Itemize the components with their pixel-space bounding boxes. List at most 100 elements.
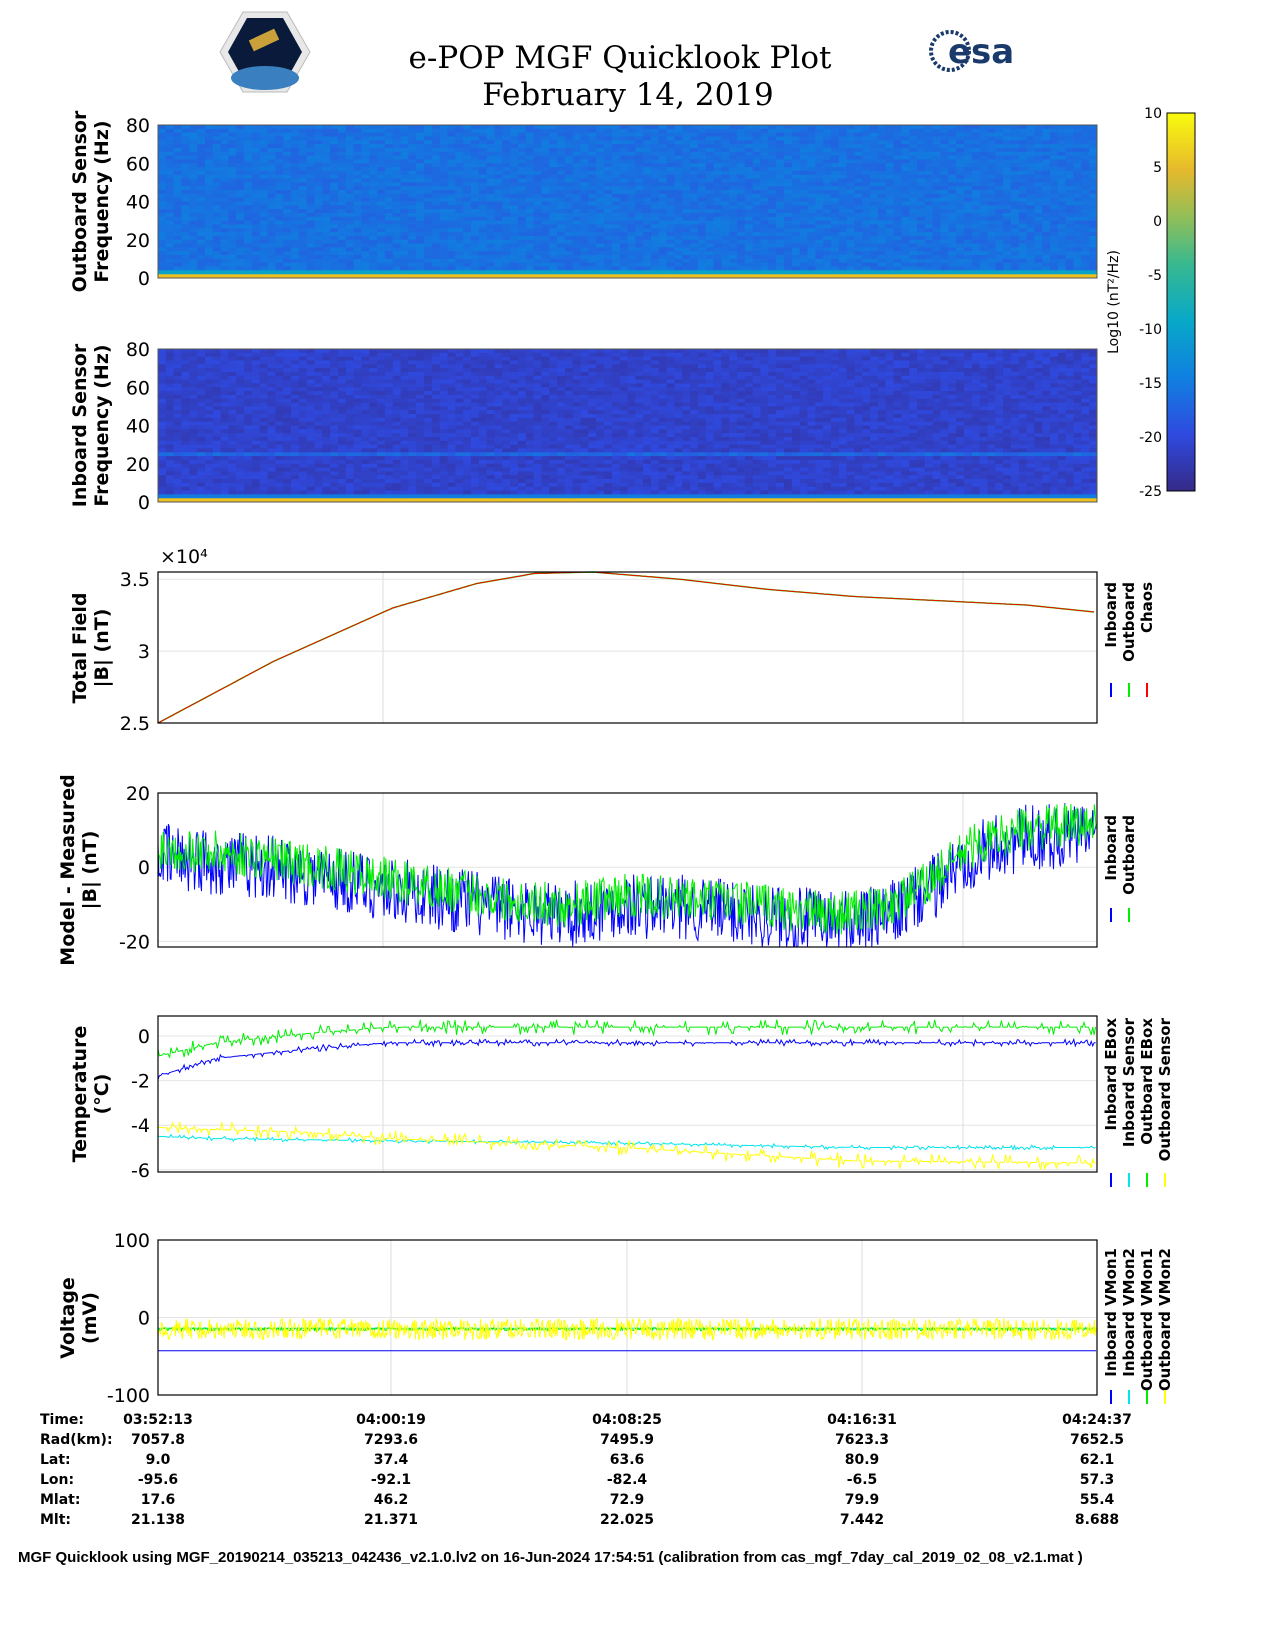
- spectrogram-cell: [854, 144, 863, 149]
- spectrogram-cell: [322, 209, 331, 214]
- spectrogram-cell: [322, 159, 331, 164]
- spectrogram-cell: [940, 132, 949, 137]
- spectrogram-cell: [846, 243, 855, 248]
- spectrogram-cell: [643, 266, 652, 271]
- spectrogram-cell: [885, 255, 895, 260]
- spectrogram-cell: [611, 151, 621, 157]
- spectrogram-cell: [486, 235, 495, 241]
- spectrogram-cell: [580, 197, 589, 202]
- spectrogram-cell: [197, 167, 206, 172]
- spectrogram-cell: [1089, 258, 1098, 264]
- spectrogram-cell: [322, 201, 331, 206]
- spectrogram-cell: [791, 155, 801, 160]
- spectrogram-cell: [158, 255, 167, 260]
- spectrogram-cell: [330, 255, 339, 260]
- spectrogram-cell: [1034, 182, 1043, 187]
- spectrogram-cell: [1065, 243, 1075, 248]
- spectrogram-cell: [463, 247, 472, 252]
- spectrogram-cell: [580, 186, 589, 191]
- spectrogram-cell: [541, 178, 550, 183]
- spectrogram-cell: [322, 144, 331, 149]
- spectrogram-cell: [674, 186, 683, 191]
- spectrogram-cell: [1089, 224, 1098, 229]
- spectrogram-cell: [173, 371, 182, 377]
- spectrogram-cell: [909, 251, 918, 256]
- spectrogram-cell: [204, 270, 214, 275]
- spectrogram-cell: [956, 224, 965, 229]
- spectrogram-cell: [298, 144, 308, 149]
- spectrogram-cell: [283, 170, 292, 176]
- spectrogram-cell: [236, 147, 245, 153]
- spectrogram-cell: [901, 201, 910, 206]
- spectrogram-cell: [572, 243, 582, 248]
- spectrogram-cell: [791, 212, 801, 218]
- spectrogram-cell: [650, 190, 660, 195]
- spectrogram-cell: [181, 212, 190, 218]
- spectrogram-cell: [627, 270, 636, 275]
- spectrogram-cell: [369, 178, 378, 183]
- spectrogram-cell: [877, 247, 887, 252]
- spectrogram-cell: [1018, 144, 1028, 149]
- spectrogram-cell: [259, 155, 269, 160]
- spectrogram-cell: [956, 132, 965, 137]
- spectrogram-cell: [956, 144, 965, 149]
- spectrogram-cell: [963, 224, 973, 229]
- spectrogram-cell: [846, 140, 855, 145]
- spectrogram-cell: [877, 270, 887, 275]
- spectrogram-cell: [979, 235, 988, 241]
- spectrogram-cell: [744, 140, 754, 145]
- spectrogram-cell: [384, 144, 394, 149]
- spectrogram-cell: [502, 182, 511, 187]
- spectrogram-cell: [158, 178, 167, 183]
- spectrogram-cell: [690, 159, 699, 164]
- spectrogram-cell: [932, 220, 941, 225]
- spectrogram-cell: [314, 255, 323, 260]
- spectrogram-cell: [596, 125, 605, 130]
- spectrogram-cell: [838, 125, 848, 130]
- spectrogram-cell: [306, 174, 315, 180]
- spectrogram-cell: [181, 151, 190, 157]
- spectrogram-cell: [557, 174, 566, 180]
- spectrogram-cell: [1042, 163, 1051, 168]
- spectrogram-cell: [862, 147, 871, 153]
- spectrogram-cell: [971, 201, 981, 206]
- spectrogram-cell: [940, 125, 949, 130]
- spectrogram-cell: [517, 270, 527, 275]
- spectrogram-cell: [314, 212, 323, 218]
- spectrogram-cell: [760, 266, 769, 271]
- spectrogram-cell: [345, 178, 355, 183]
- spectrogram-cell: [807, 170, 816, 176]
- spectrogram-cell: [173, 479, 182, 484]
- spectrogram-cell: [815, 197, 824, 202]
- spectrogram-cell: [799, 258, 808, 264]
- spectrogram-cell: [220, 170, 229, 176]
- spectrogram-cell: [173, 421, 182, 426]
- spectrogram-cell: [392, 224, 402, 229]
- spectrogram-cell: [424, 178, 433, 183]
- spectrogram-cell: [721, 228, 730, 233]
- spectrogram-cell: [251, 243, 261, 248]
- spectrogram-cell: [737, 190, 746, 195]
- spectrogram-cell: [784, 232, 793, 237]
- spectrogram-cell: [353, 159, 362, 164]
- spectrogram-cell: [189, 371, 198, 377]
- spectrogram-cell: [392, 140, 402, 145]
- spectrogram-cell: [713, 197, 722, 202]
- y-tick-label: 0: [138, 268, 150, 290]
- spectrogram-cell: [236, 216, 245, 222]
- spectrogram-cell: [408, 128, 417, 134]
- spectrogram-cell: [549, 140, 558, 145]
- spectrogram-cell: [369, 128, 378, 134]
- spectrogram-cell: [416, 270, 425, 275]
- spectrogram-cell: [682, 224, 691, 229]
- spectrogram-cell: [635, 209, 644, 214]
- spectrogram-cell: [173, 243, 182, 248]
- spectrogram-cell: [1042, 235, 1051, 241]
- spectrogram-cell: [737, 212, 746, 218]
- spectrogram-cell: [635, 128, 644, 134]
- spectrogram-cell: [337, 232, 347, 237]
- spectrogram-cell: [572, 151, 582, 157]
- spectrogram-cell: [267, 147, 276, 153]
- spectrogram-cell: [165, 243, 175, 248]
- spectrogram-cell: [439, 201, 449, 206]
